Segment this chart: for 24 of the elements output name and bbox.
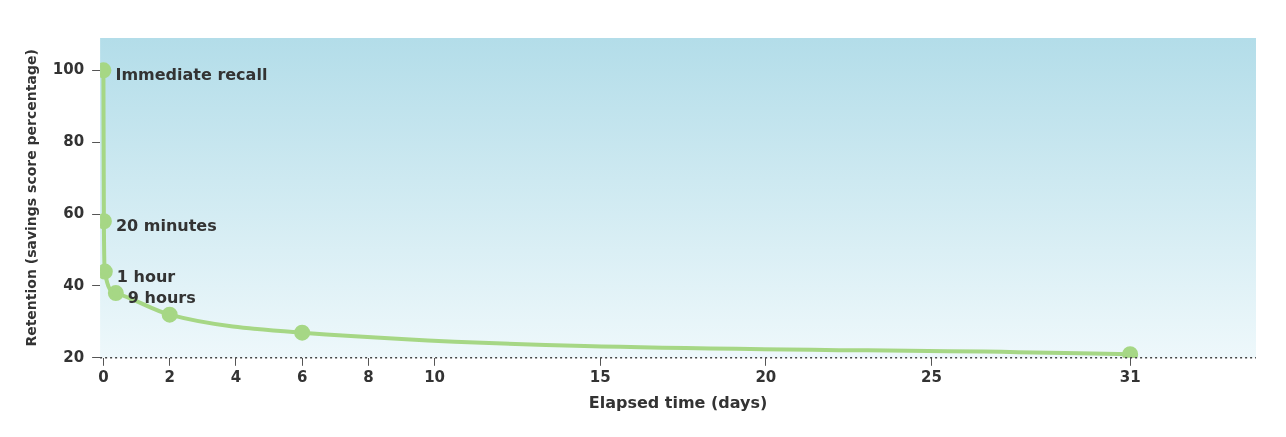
y-tick-label: 80 bbox=[63, 132, 85, 151]
annotation: Immediate recall bbox=[115, 65, 268, 85]
annotation: 1 hour bbox=[116, 266, 176, 286]
x-tick-label: 31 bbox=[1119, 367, 1141, 386]
x-tick-label: 15 bbox=[589, 367, 611, 386]
x-tick-label: 6 bbox=[296, 367, 308, 386]
annotation: 9 hours bbox=[127, 288, 196, 308]
x-tick-label: 2 bbox=[164, 367, 175, 386]
point bbox=[100, 263, 113, 280]
point bbox=[294, 324, 311, 341]
annotation: 20 minutes bbox=[115, 216, 217, 236]
x-axis-title: Elapsed time (days) bbox=[588, 392, 768, 412]
x-tick-label: 10 bbox=[424, 367, 446, 386]
point bbox=[161, 306, 178, 323]
x-tick-label: 0 bbox=[98, 367, 109, 386]
x-tick-label: 20 bbox=[755, 367, 777, 386]
x-tick-label: 8 bbox=[363, 367, 374, 386]
x-tick-label: 25 bbox=[920, 367, 942, 386]
y-tick-label: 20 bbox=[63, 347, 85, 366]
y-tick-label: 100 bbox=[52, 60, 85, 79]
y-tick-label: 60 bbox=[63, 203, 85, 222]
y-tick-label: 40 bbox=[63, 275, 85, 294]
y-axis-title: Retention (savings score percentage) bbox=[23, 49, 40, 347]
x-tick-label: 4 bbox=[230, 367, 242, 386]
